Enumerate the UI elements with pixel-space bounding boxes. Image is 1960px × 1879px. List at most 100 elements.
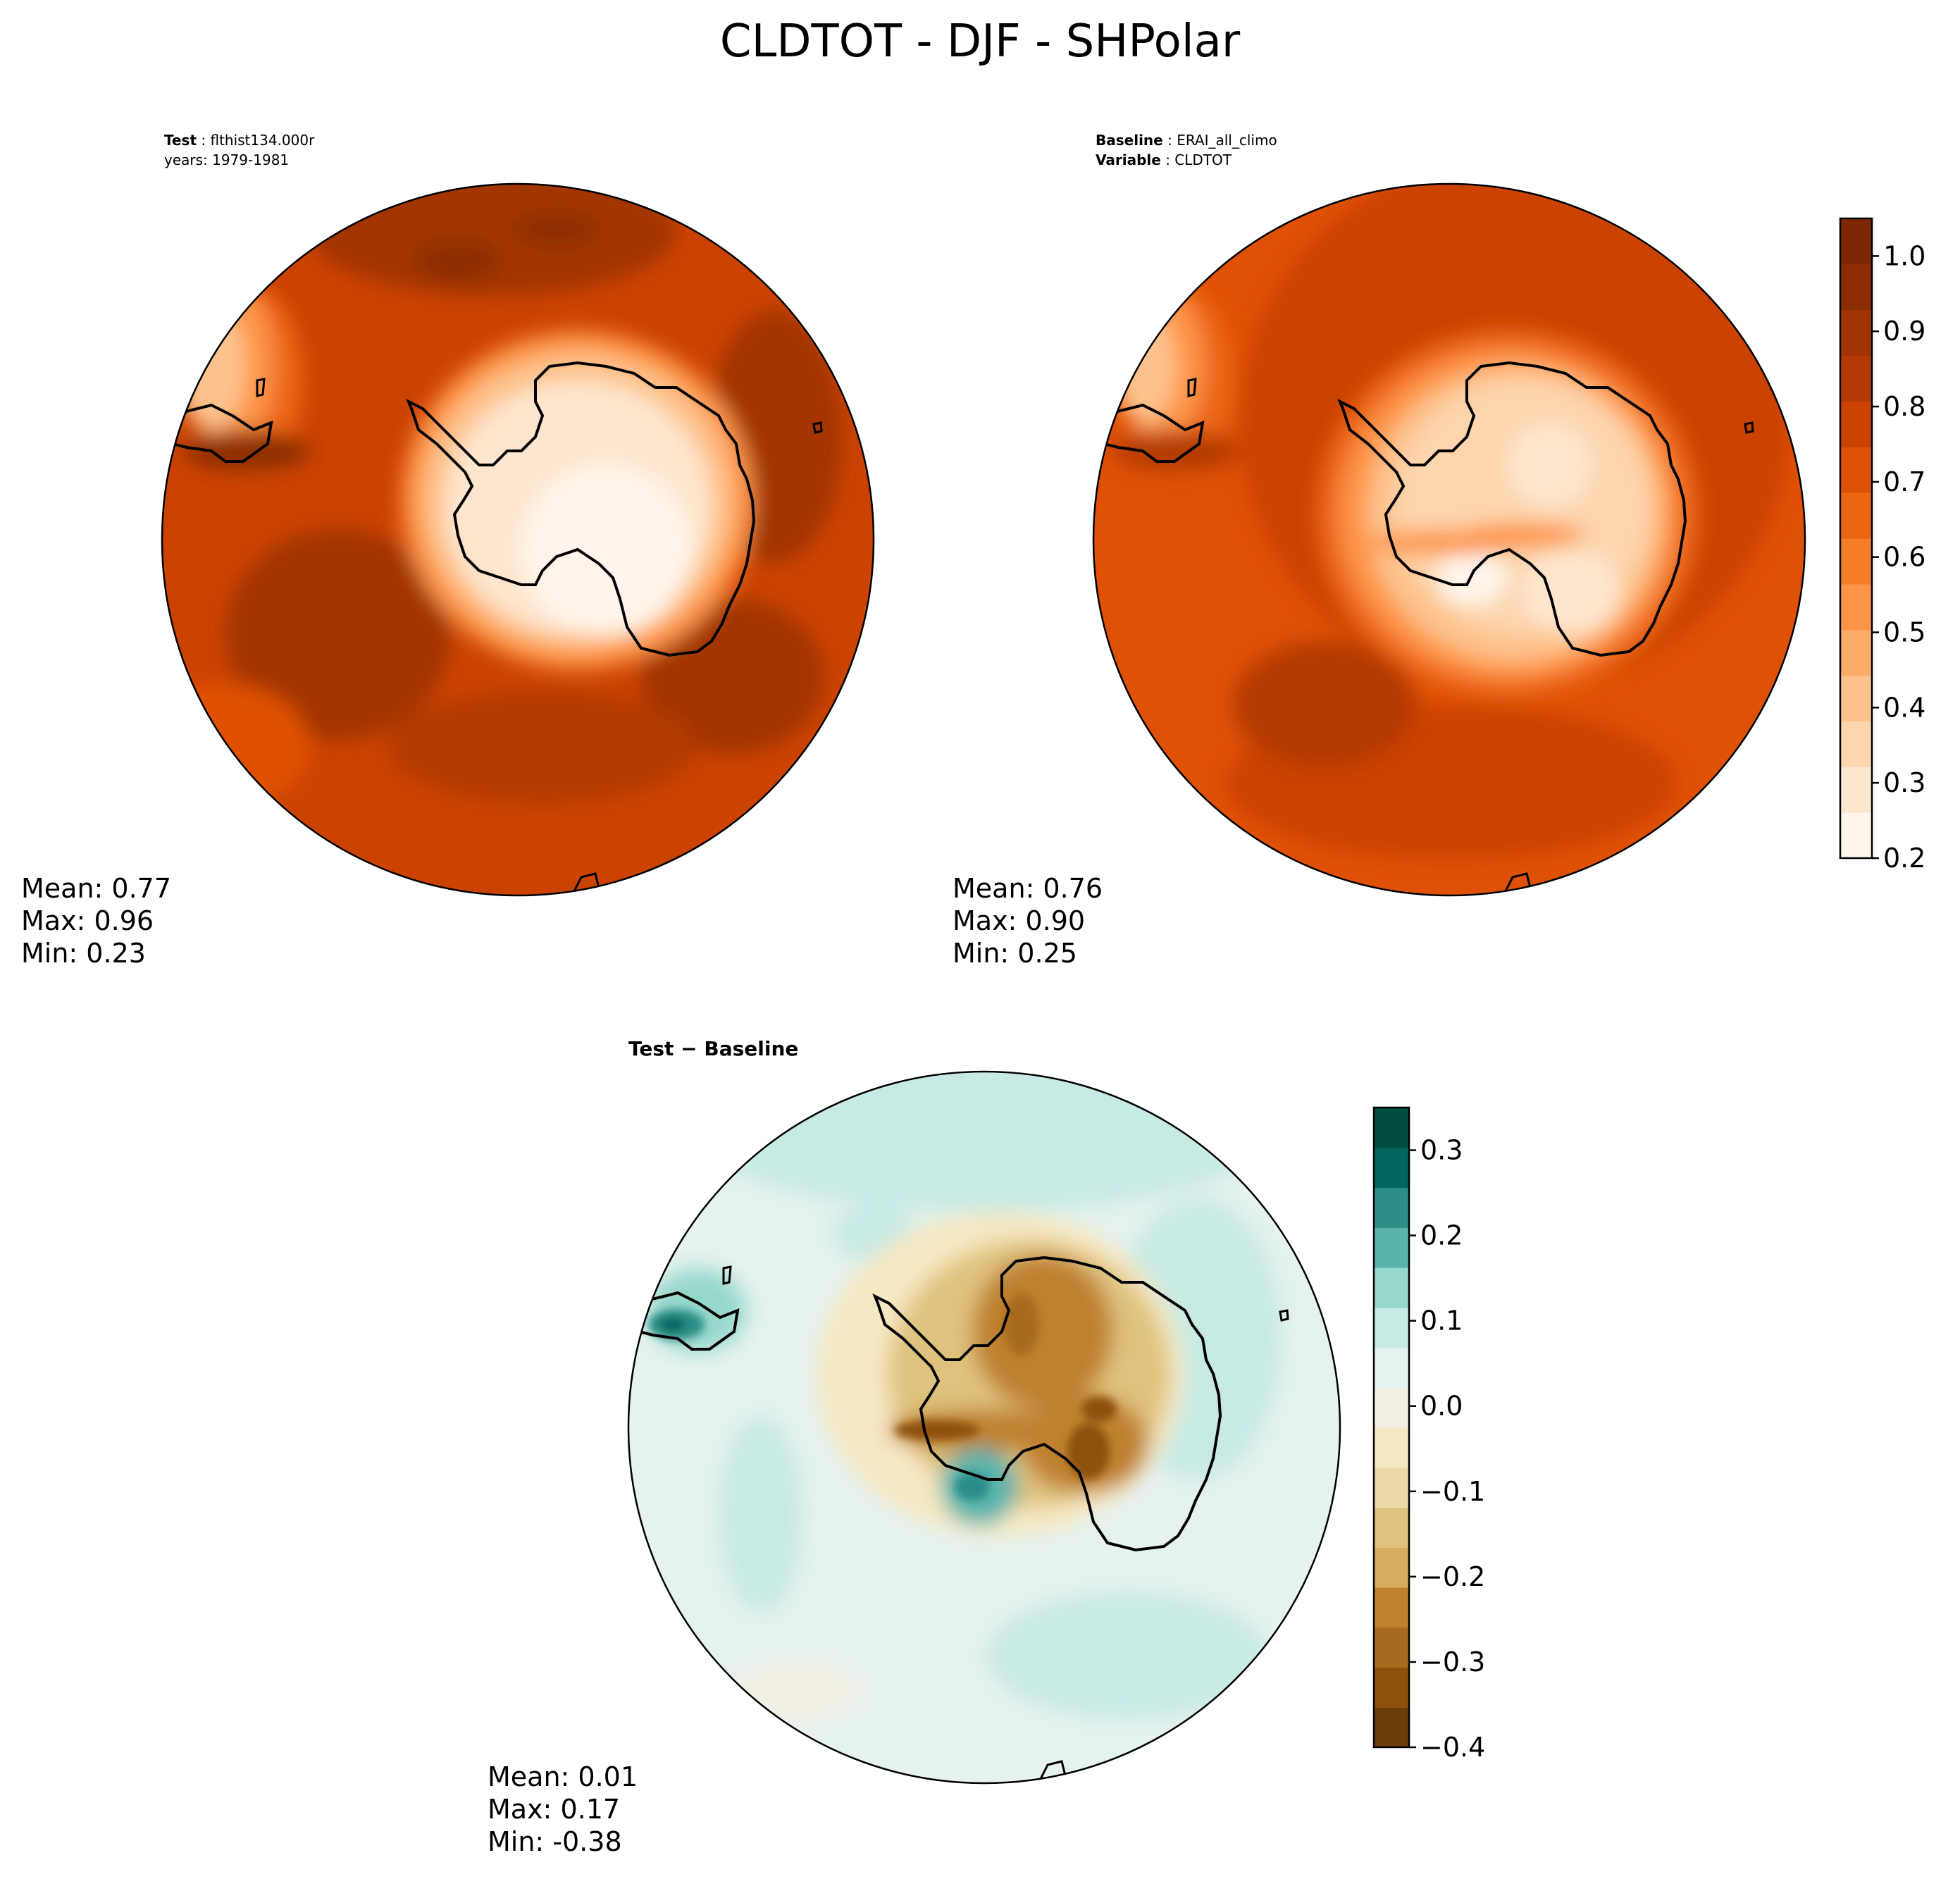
baseline-map-border xyxy=(1092,182,1806,897)
diff-colorbar-segment xyxy=(1374,1227,1409,1268)
test-island xyxy=(812,421,823,434)
diff-colorbar-segment xyxy=(1374,1347,1409,1388)
diff-colorbar-tick-label: 0.1 xyxy=(1420,1306,1463,1337)
diff-stats: Mean: 0.01 Max: 0.17 Min: -0.38 xyxy=(488,1761,638,1857)
baseline-label-value: ERAI_all_climo xyxy=(1177,132,1277,149)
panel-baseline: Baseline : ERAI_all_climo Variable : CLD… xyxy=(953,132,1806,969)
diff-colorbar-segment xyxy=(1374,1627,1409,1668)
diff-map-border xyxy=(627,1070,1341,1785)
test-max: Max: 0.96 xyxy=(21,905,154,936)
main-colorbar-segment xyxy=(1840,309,1872,356)
test-map-field xyxy=(162,184,842,810)
main-colorbar-tick-label: 0.5 xyxy=(1883,617,1925,648)
baseline-nz-coast xyxy=(1504,872,1532,892)
figure-title: CLDTOT - DJF - SHPolar xyxy=(720,15,1241,68)
panel-test: Test : flthist134.000r years: 1979-1981 xyxy=(21,132,875,969)
test-label-value: flthist134.000r xyxy=(210,132,315,149)
main-colorbar-segment xyxy=(1840,629,1872,676)
test-stats: Mean: 0.77 Max: 0.96 Min: 0.23 xyxy=(21,873,171,969)
main-colorbar: 0.2 0.3 0.4 0.5 0.6 0.7 0.8 0.9 1.0 xyxy=(1839,217,1925,874)
main-colorbar-segment xyxy=(1840,538,1872,585)
test-falklands xyxy=(256,378,266,397)
main-colorbar-segment xyxy=(1840,583,1872,631)
diff-colorbar-segment xyxy=(1374,1707,1409,1748)
test-map-border xyxy=(161,182,875,897)
diff-colorbar-segment xyxy=(1374,1147,1409,1189)
main-colorbar-segment xyxy=(1840,218,1872,265)
diff-colorbar-tick-label: −0.3 xyxy=(1420,1647,1485,1678)
test-mean: Mean: 0.77 xyxy=(21,873,171,904)
baseline-max: Max: 0.90 xyxy=(953,905,1085,936)
diff-map-field xyxy=(648,1072,1282,1719)
diff-colorbar-tick-label: 0.2 xyxy=(1420,1220,1463,1251)
main-colorbar-segment xyxy=(1840,812,1872,859)
diff-island xyxy=(1279,1309,1289,1322)
test-nz-coast xyxy=(573,872,600,892)
baseline-min: Min: 0.25 xyxy=(953,938,1077,969)
diff-colorbar: −0.4 −0.3 −0.2 −0.1 0.0 0.1 0.2 0.3 xyxy=(1372,1106,1485,1763)
baseline-variable: Variable : CLDTOT xyxy=(1096,151,1232,168)
diff-colorbar-tick-label: 0.3 xyxy=(1420,1135,1463,1166)
baseline-mean: Mean: 0.76 xyxy=(953,873,1103,904)
baseline-stats: Mean: 0.76 Max: 0.90 Min: 0.25 xyxy=(953,873,1103,969)
diff-south-america-coast xyxy=(635,1291,740,1351)
diff-colorbar-tick-label: −0.2 xyxy=(1420,1561,1485,1592)
main-colorbar-tick-label: 1.0 xyxy=(1883,240,1925,271)
diff-colorbar-segment xyxy=(1374,1187,1409,1228)
diff-colorbar-segment xyxy=(1374,1307,1409,1348)
diff-colorbar-segment xyxy=(1374,1507,1409,1548)
diff-colorbar-segment xyxy=(1374,1387,1409,1428)
main-colorbar-tick-label: 0.4 xyxy=(1883,692,1925,723)
diff-colorbar-segment xyxy=(1374,1547,1409,1588)
diff-map-extremes xyxy=(648,1293,1117,1501)
main-colorbar-tick-label: 0.2 xyxy=(1883,843,1925,874)
main-colorbar-segment xyxy=(1840,401,1872,447)
diff-label: Test − Baseline xyxy=(628,1037,798,1060)
baseline-map xyxy=(1093,184,1805,895)
diff-colorbar-segment xyxy=(1374,1587,1409,1628)
diff-map xyxy=(628,1072,1340,1783)
main-colorbar-segment xyxy=(1840,675,1872,722)
diff-colorbar-segment xyxy=(1374,1427,1409,1468)
diff-colorbar-segment xyxy=(1374,1667,1409,1708)
diff-nz-coast xyxy=(1039,1760,1067,1780)
baseline-label-key: Baseline xyxy=(1096,132,1163,149)
main-colorbar-segment xyxy=(1840,721,1872,767)
test-label-key: Test xyxy=(164,132,197,149)
diff-colorbar-tick-label: 0.0 xyxy=(1420,1391,1463,1422)
test-min: Min: 0.23 xyxy=(21,938,146,969)
diff-colorbar-frame xyxy=(1372,1106,1410,1749)
diff-max: Max: 0.17 xyxy=(488,1794,620,1825)
panel-diff: Test − Baseline xyxy=(488,1037,1341,1857)
main-colorbar-frame xyxy=(1839,217,1873,860)
baseline-variable-key: Variable xyxy=(1096,151,1161,168)
baseline-falklands xyxy=(1187,378,1197,397)
test-years: years: 1979-1981 xyxy=(164,151,289,168)
diff-colorbar-segment xyxy=(1374,1467,1409,1508)
diff-colorbar-tick-label: −0.4 xyxy=(1420,1732,1485,1763)
main-colorbar-segment xyxy=(1840,767,1872,813)
main-colorbar-tick-label: 0.9 xyxy=(1883,316,1925,347)
diff-falklands xyxy=(722,1265,732,1285)
baseline-south-america-coast xyxy=(1100,403,1205,463)
main-colorbar-tick-label: 0.3 xyxy=(1883,767,1925,798)
main-colorbar-segment xyxy=(1840,263,1872,311)
main-colorbar-segment xyxy=(1840,492,1872,539)
main-colorbar-tick-label: 0.6 xyxy=(1883,542,1925,573)
diff-colorbar-segment xyxy=(1374,1267,1409,1308)
main-colorbar-segment xyxy=(1840,355,1872,402)
diff-colorbar-tick-label: −0.1 xyxy=(1420,1476,1485,1507)
baseline-island xyxy=(1744,421,1754,434)
diff-colorbar-segment xyxy=(1374,1108,1409,1148)
diff-mean: Mean: 0.01 xyxy=(488,1761,638,1792)
baseline-label: Baseline : ERAI_all_climo xyxy=(1096,132,1277,149)
test-map xyxy=(162,184,874,895)
main-colorbar-segment xyxy=(1840,447,1872,493)
baseline-variable-value: CLDTOT xyxy=(1174,151,1232,168)
diff-min: Min: -0.38 xyxy=(488,1826,622,1857)
test-south-america-coast xyxy=(168,403,273,463)
main-colorbar-tick-label: 0.7 xyxy=(1883,466,1925,497)
test-label: Test : flthist134.000r xyxy=(164,132,315,149)
main-colorbar-tick-label: 0.8 xyxy=(1883,391,1925,422)
